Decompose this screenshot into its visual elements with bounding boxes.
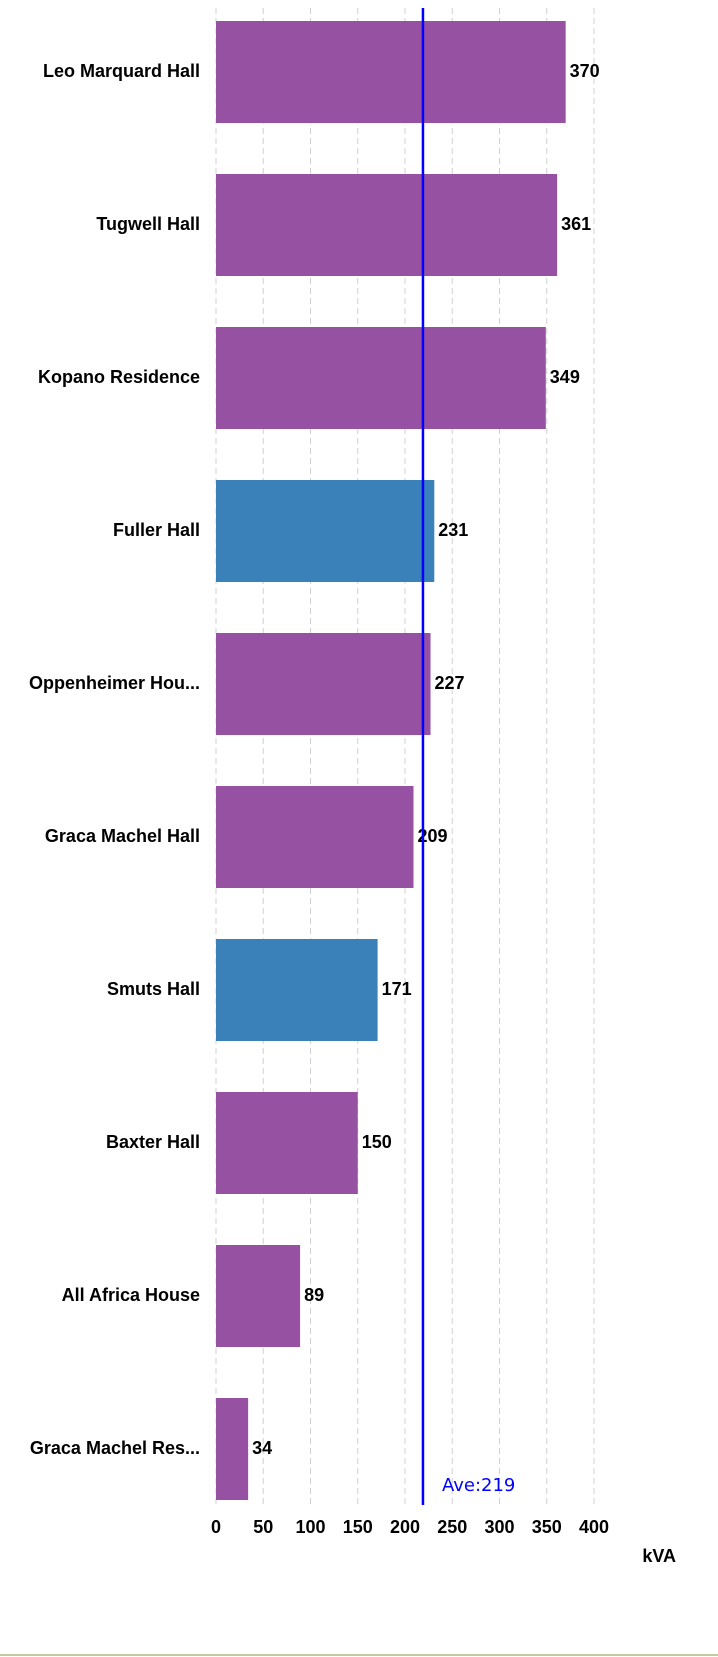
x-tick-label: 50 [253,1517,273,1537]
bar [216,480,435,582]
bar [216,21,566,123]
value-label: 349 [550,367,580,387]
value-label: 227 [435,673,465,693]
x-tick-label: 250 [437,1517,467,1537]
bar [216,1092,358,1194]
y-tick-label: Leo Marquard Hall [43,61,200,81]
x-tick-label: 300 [484,1517,514,1537]
value-label: 361 [561,214,591,234]
y-tick-label: Kopano Residence [38,367,200,387]
y-tick-label: Baxter Hall [106,1132,200,1152]
value-label: 209 [418,826,448,846]
value-label: 171 [382,979,412,999]
x-tick-label: 350 [532,1517,562,1537]
x-tick-label: 100 [295,1517,325,1537]
value-label: 150 [362,1132,392,1152]
x-axis-label: kVA [642,1546,676,1566]
y-tick-label: Tugwell Hall [96,214,200,234]
bar [216,1398,249,1500]
value-label: 89 [304,1285,324,1305]
bar [216,633,431,735]
bar [216,786,414,888]
average-label: Ave:219 [442,1475,515,1496]
y-tick-label: Smuts Hall [107,979,200,999]
value-label: 231 [438,520,468,540]
y-tick-label: Fuller Hall [113,520,200,540]
x-tick-label: 400 [579,1517,609,1537]
y-tick-label: Oppenheimer Hou... [29,673,200,693]
bar [216,1245,301,1347]
x-tick-label: 200 [390,1517,420,1537]
x-tick-label: 150 [343,1517,373,1537]
value-label: 34 [252,1438,272,1458]
y-tick-label: Graca Machel Res... [30,1438,200,1458]
y-tick-label: All Africa House [62,1285,200,1305]
bar [216,939,378,1041]
bar [216,174,558,276]
value-label: 370 [570,61,600,81]
bar [216,327,546,429]
x-tick-label: 0 [211,1517,221,1537]
y-tick-label: Graca Machel Hall [45,826,200,846]
